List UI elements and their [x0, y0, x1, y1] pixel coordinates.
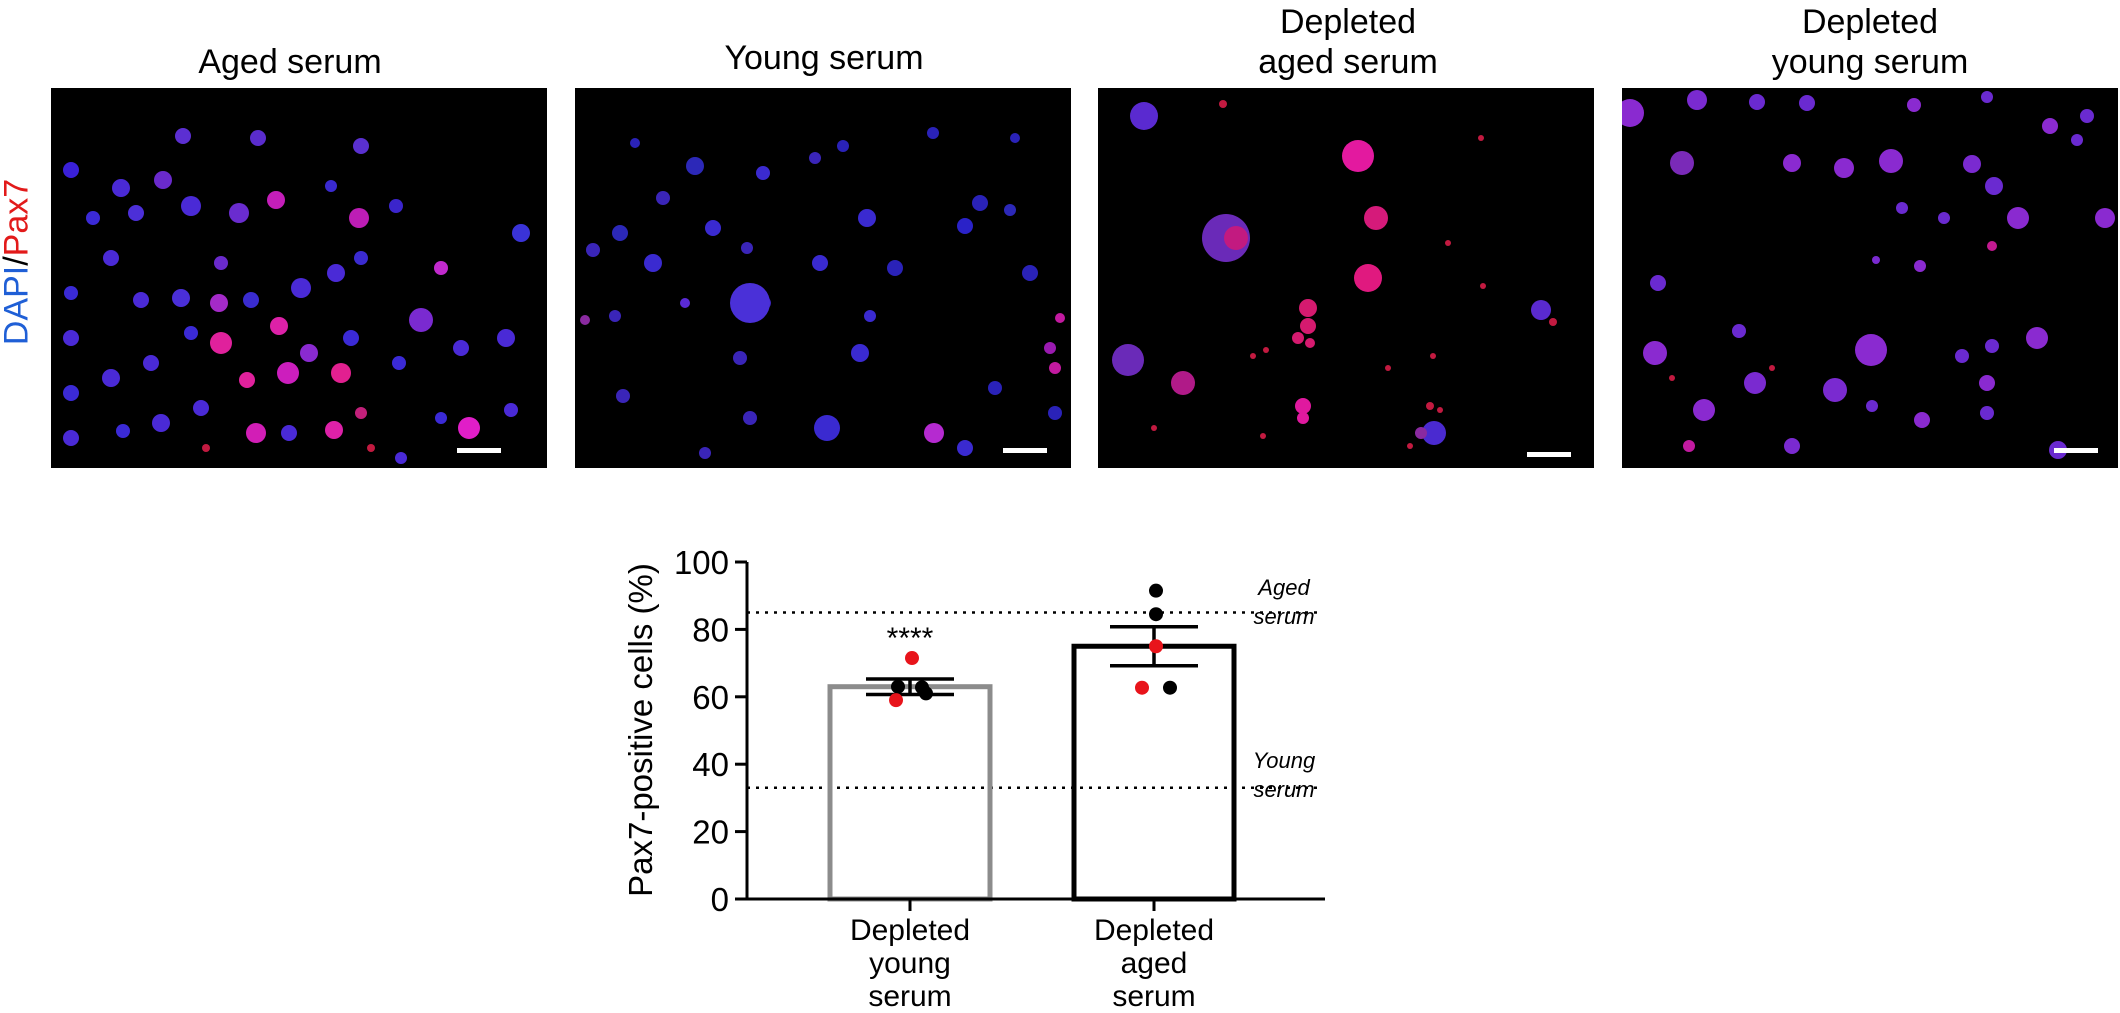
x-category-label: Depleted [850, 914, 970, 947]
y-tick-label: 100 [674, 544, 729, 581]
y-tick-label: 0 [711, 881, 729, 918]
significance-label: **** [887, 622, 934, 655]
data-point [1149, 607, 1163, 622]
panel-title-young-serum: Young serum [724, 39, 924, 77]
panel-title-depleted-young-serum: Depleted young serum [1771, 3, 1969, 81]
y-tick-label: 40 [692, 746, 729, 783]
x-category-label: young [869, 947, 951, 980]
bar-1 [1071, 643, 1237, 902]
x-category-label: Depleted [1094, 914, 1214, 947]
data-point [1149, 583, 1163, 598]
reference-line-label-0: Aged [1256, 575, 1310, 600]
data-point [905, 651, 919, 666]
y-tick-label: 60 [692, 679, 729, 716]
x-category-label: aged [1121, 947, 1188, 980]
x-category-label: serum [868, 980, 951, 1013]
data-point [891, 679, 905, 694]
data-point [889, 693, 903, 708]
reference-line-label-1: Young [1253, 748, 1316, 773]
panel-title-depleted-aged-serum: Depleted aged serum [1258, 3, 1438, 81]
data-point [919, 686, 933, 701]
micrograph-depleted-young-serum [1622, 88, 2118, 468]
panel-title-aged-serum: Aged serum [198, 43, 382, 81]
x-category-label: serum [1112, 980, 1195, 1013]
data-point [1149, 639, 1163, 654]
y-axis-label: Pax7-positive cells (%) [622, 563, 659, 897]
reference-line-label-1: serum [1253, 777, 1314, 802]
bar-0 [827, 684, 993, 902]
micrograph-aged-serum [51, 88, 547, 468]
data-point [1135, 680, 1149, 695]
y-tick-label: 80 [692, 611, 729, 648]
data-point [1163, 680, 1177, 695]
micrograph-depleted-aged-serum [1098, 88, 1594, 468]
micrograph-young-serum [575, 88, 1071, 468]
reference-line-label-0: serum [1253, 604, 1314, 629]
y-tick-label: 20 [692, 814, 729, 851]
